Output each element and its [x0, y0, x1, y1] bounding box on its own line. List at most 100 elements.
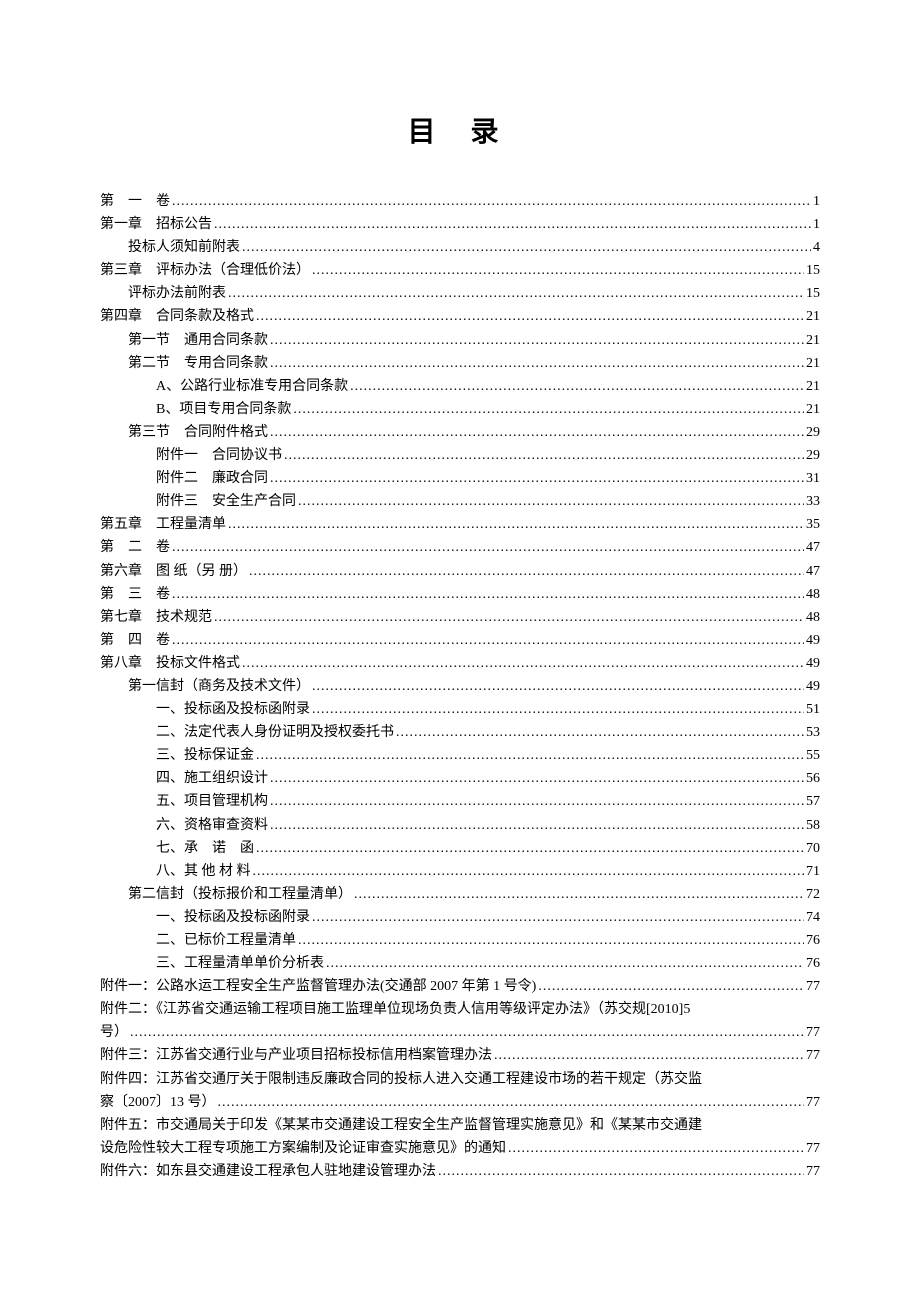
- toc-leader-dots: [172, 536, 804, 559]
- toc-entry: 八、其 他 材 料71: [100, 860, 820, 883]
- toc-leader-dots: [396, 721, 804, 744]
- toc-entry: 七、承 诺 函70: [100, 837, 820, 860]
- toc-label: 六、资格审查资料: [156, 814, 268, 837]
- toc-page-number: 1: [813, 190, 820, 213]
- toc-page-number: 77: [806, 1044, 820, 1067]
- toc-label: 三、工程量清单单价分析表: [156, 952, 324, 975]
- toc-entry: 第二节 专用合同条款 21: [100, 352, 820, 375]
- toc-leader-dots: [312, 698, 804, 721]
- toc-entry-wrap-first: 附件五：市交通局关于印发《某某市交通建设工程安全生产监督管理实施意见》和《某某市…: [100, 1114, 820, 1137]
- toc-leader-dots: [284, 444, 804, 467]
- toc-label: 察〔2007〕13 号）: [100, 1091, 216, 1114]
- toc-label: 投标人须知前附表: [128, 236, 240, 259]
- toc-page-number: 77: [806, 1091, 820, 1114]
- table-of-contents: 第 一 卷1第一章 招标公告1投标人须知前附表 4 第三章 评标办法（合理低价法） 1…: [100, 190, 820, 1183]
- toc-leader-dots: [494, 1044, 804, 1067]
- toc-leader-dots: [508, 1137, 804, 1160]
- toc-entry: 附件一 合同协议书29: [100, 444, 820, 467]
- toc-page-number: 58: [806, 814, 820, 837]
- toc-leader-dots: [298, 929, 804, 952]
- toc-label: 第五章 工程量清单: [100, 513, 226, 536]
- toc-label: 附件六：如东县交通建设工程承包人驻地建设管理办法: [100, 1160, 436, 1183]
- toc-page-number: 21: [806, 305, 820, 328]
- toc-page-number: 72: [806, 883, 820, 906]
- toc-label: 三、投标保证金: [156, 744, 254, 767]
- toc-leader-dots: [253, 860, 805, 883]
- toc-leader-dots: [249, 560, 804, 583]
- toc-leader-dots: [312, 675, 804, 698]
- toc-leader-dots: [270, 467, 804, 490]
- toc-leader-dots: [354, 883, 804, 906]
- toc-page-number: 48: [806, 583, 820, 606]
- toc-page-number: 76: [806, 952, 820, 975]
- toc-page-number: 47: [806, 536, 820, 559]
- toc-leader-dots: [256, 744, 804, 767]
- toc-leader-dots: [270, 352, 804, 375]
- toc-leader-dots: [242, 236, 811, 259]
- toc-entry: 第 一 卷1: [100, 190, 820, 213]
- toc-entry: 第八章 投标文件格式49: [100, 652, 820, 675]
- toc-label: 附件三 安全生产合同: [156, 490, 296, 513]
- toc-entry: 附件三：江苏省交通行业与产业项目招标投标信用档案管理办法77: [100, 1044, 820, 1067]
- toc-entry-wrap-cont: 察〔2007〕13 号） 77: [100, 1091, 820, 1114]
- toc-label: 第 三 卷: [100, 583, 170, 606]
- toc-page-number: 74: [806, 906, 820, 929]
- toc-leader-dots: [228, 282, 804, 305]
- toc-page-number: 1: [813, 213, 820, 236]
- toc-page-number: 77: [806, 1137, 820, 1160]
- toc-page-number: 29: [806, 421, 820, 444]
- toc-label: A、公路行业标准专用合同条款: [156, 375, 348, 398]
- toc-entry: 二、已标价工程量清单76: [100, 929, 820, 952]
- toc-entry: 附件三 安全生产合同 33: [100, 490, 820, 513]
- toc-page-number: 4: [813, 236, 820, 259]
- toc-label: 一、投标函及投标函附录: [156, 906, 310, 929]
- toc-leader-dots: [256, 837, 804, 860]
- toc-page-number: 76: [806, 929, 820, 952]
- toc-label: 第八章 投标文件格式: [100, 652, 240, 675]
- toc-entry: 评标办法前附表15: [100, 282, 820, 305]
- toc-entry: 二、法定代表人身份证明及授权委托书53: [100, 721, 820, 744]
- toc-entry: 附件六：如东县交通建设工程承包人驻地建设管理办法 77: [100, 1160, 820, 1183]
- toc-page-number: 33: [806, 490, 820, 513]
- toc-page-number: 49: [806, 629, 820, 652]
- toc-leader-dots: [538, 975, 804, 998]
- toc-label: 第一信封（商务及技术文件）: [128, 675, 310, 698]
- toc-entry: A、公路行业标准专用合同条款21: [100, 375, 820, 398]
- toc-entry: 一、投标函及投标函附录 74: [100, 906, 820, 929]
- toc-leader-dots: [312, 906, 804, 929]
- toc-entry: 第五章 工程量清单 35: [100, 513, 820, 536]
- toc-label: 第 四 卷: [100, 629, 170, 652]
- toc-leader-dots: [293, 398, 804, 421]
- toc-entry: 六、资格审查资料 58: [100, 814, 820, 837]
- toc-page-number: 55: [806, 744, 820, 767]
- toc-leader-dots: [214, 606, 804, 629]
- toc-entry: 三、工程量清单单价分析表 76: [100, 952, 820, 975]
- toc-entry: 第三节 合同附件格式29: [100, 421, 820, 444]
- toc-label: 四、施工组织设计: [156, 767, 268, 790]
- toc-leader-dots: [270, 767, 804, 790]
- toc-entry: 第七章 技术规范48: [100, 606, 820, 629]
- toc-entry: B、项目专用合同条款21: [100, 398, 820, 421]
- toc-entry: 投标人须知前附表 4: [100, 236, 820, 259]
- toc-page-number: 77: [806, 1160, 820, 1183]
- toc-entry: 第六章 图 纸（另 册）47: [100, 560, 820, 583]
- toc-leader-dots: [270, 790, 804, 813]
- toc-label: 第二节 专用合同条款: [128, 352, 268, 375]
- toc-label: 一、投标函及投标函附录: [156, 698, 310, 721]
- toc-page-number: 31: [806, 467, 820, 490]
- toc-label: 第 二 卷: [100, 536, 170, 559]
- toc-page-number: 49: [806, 675, 820, 698]
- toc-label: 附件二 廉政合同: [156, 467, 268, 490]
- toc-leader-dots: [228, 513, 804, 536]
- toc-entry: 第 四 卷 49: [100, 629, 820, 652]
- toc-page-number: 21: [806, 352, 820, 375]
- toc-entry: 四、施工组织设计56: [100, 767, 820, 790]
- toc-entry: 第一章 招标公告1: [100, 213, 820, 236]
- toc-leader-dots: [172, 583, 804, 606]
- toc-page-number: 35: [806, 513, 820, 536]
- toc-leader-dots: [256, 305, 804, 328]
- toc-entry: 一、投标函及投标函附录51: [100, 698, 820, 721]
- toc-label: 第三章 评标办法（合理低价法）: [100, 259, 310, 282]
- toc-entry: 第 二 卷 47: [100, 536, 820, 559]
- toc-label: 第一节 通用合同条款: [128, 329, 268, 352]
